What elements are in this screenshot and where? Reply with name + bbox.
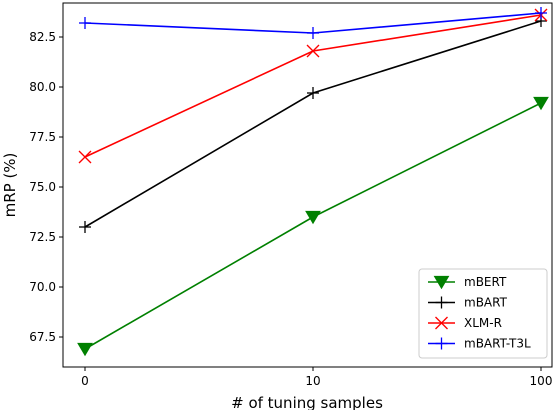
y-axis: 67.5 70.0 72.5 75.0 77.5 80.0 82.5 [29,30,63,344]
legend-marker-XLM-R [435,316,448,330]
legend-marker-mBERT [433,275,450,290]
x-axis: 0 10 100 [81,367,552,388]
legend-box [418,268,548,359]
legend-marker-mBART [435,296,448,309]
x-axis-label: # of tuning samples [231,394,383,410]
y-tick-label-3: 75.0 [29,180,56,194]
series-layer [77,7,549,357]
point-mBART-0 [79,221,91,233]
point-XLM-R-1 [306,44,320,58]
y-tick-label-0: 67.5 [29,330,56,344]
y-axis-label: mRP (%) [1,153,19,218]
y-tick-label-5: 80.0 [29,80,56,94]
x-tick-label-1: 10 [305,374,320,388]
y-tick-label-2: 72.5 [29,230,56,244]
y-tick-label-4: 77.5 [29,130,56,144]
legend-label-XLM-R: XLM-R [464,316,502,330]
legend: mBERT mBART XLM-R mBART-T3L [418,268,548,359]
point-XLM-R-0 [78,150,92,164]
point-mBERT-2 [533,96,549,111]
legend-marker-mBART-T3L [435,337,448,350]
point-mBART-T3L-2 [535,7,547,19]
point-mBERT-1 [305,210,321,225]
legend-label-mBART-T3L: mBART-T3L [464,337,531,351]
x-tick-label-2: 100 [530,374,553,388]
legend-label-mBERT: mBERT [464,275,507,289]
point-mBART-T3L-0 [79,17,91,29]
point-mBERT-0 [77,342,93,357]
x-tick-label-0: 0 [81,374,89,388]
point-mBART-T3L-1 [307,27,319,39]
legend-label-mBART: mBART [464,296,508,310]
y-tick-label-1: 70.0 [29,280,56,294]
plot-frame [62,2,553,368]
y-tick-label-6: 82.5 [29,30,56,44]
point-mBART-1 [307,87,319,99]
